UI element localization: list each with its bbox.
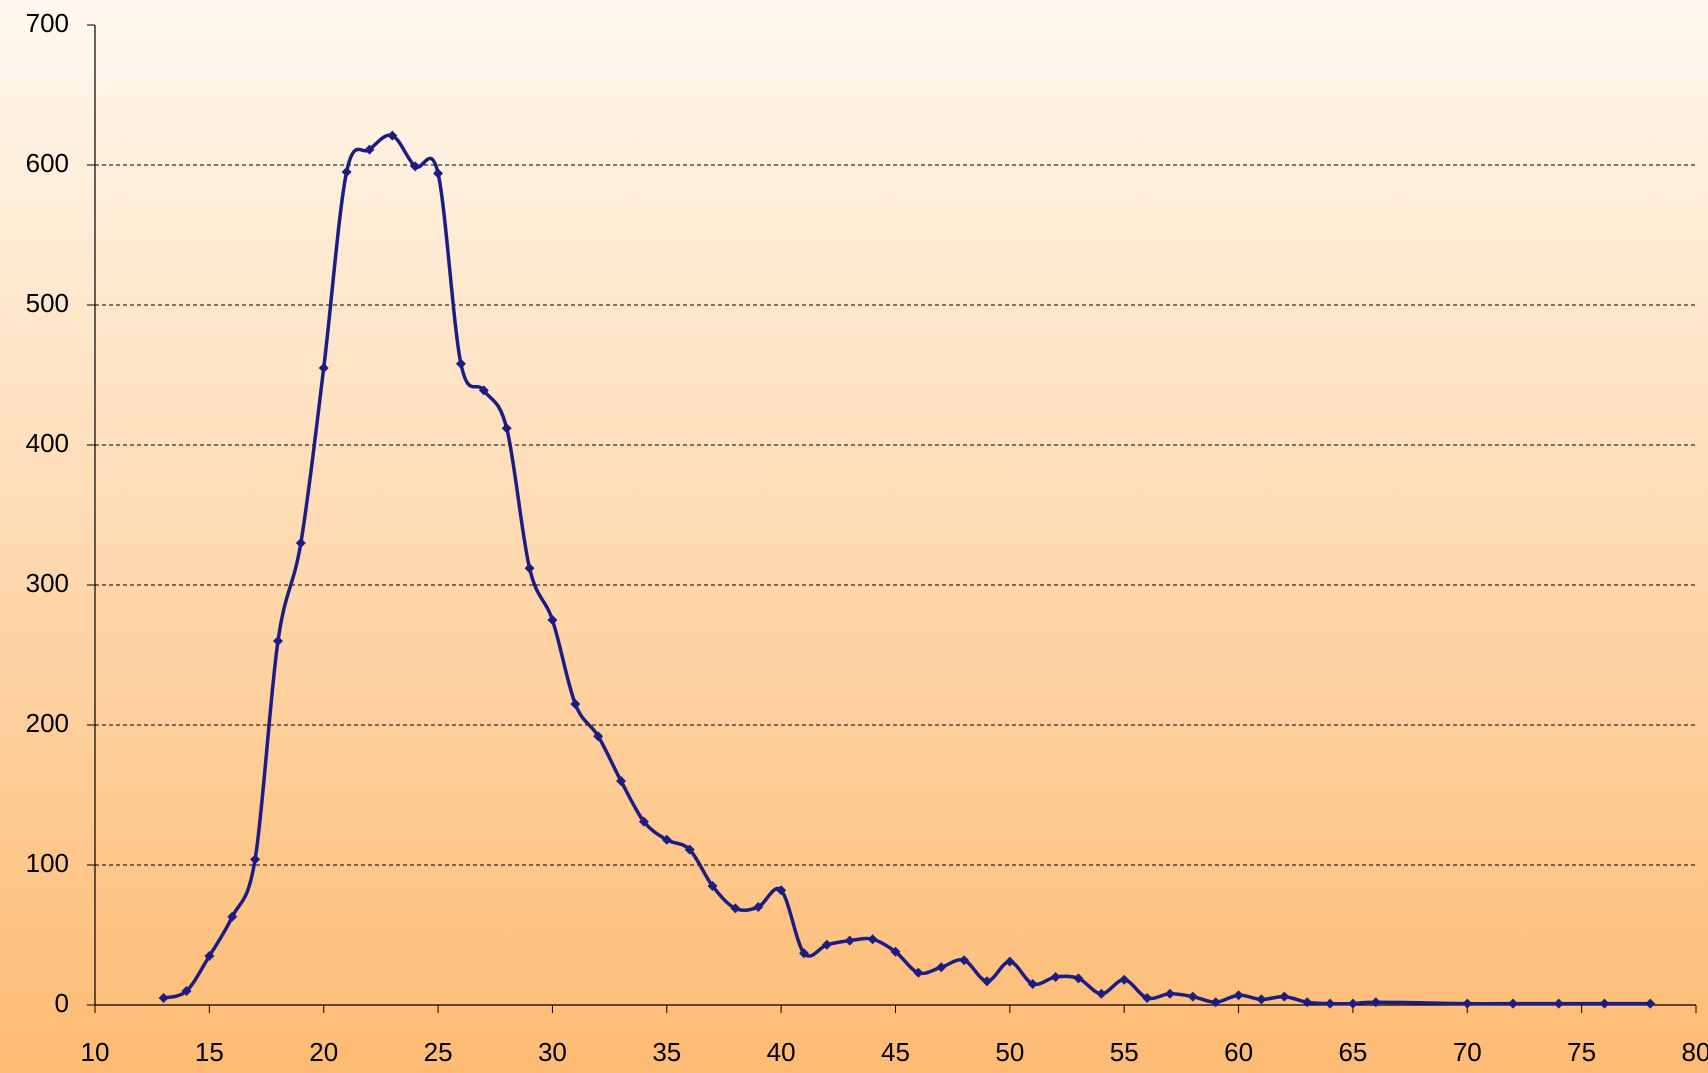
y-tick-label: 300 xyxy=(26,568,69,598)
marker xyxy=(753,902,764,912)
marker xyxy=(1347,998,1358,1009)
marker xyxy=(250,854,261,865)
marker xyxy=(341,167,352,177)
marker xyxy=(684,844,695,855)
marker xyxy=(1096,988,1107,999)
marker xyxy=(616,776,627,786)
marker xyxy=(707,881,718,891)
marker xyxy=(1073,973,1084,984)
marker xyxy=(799,948,810,959)
marker xyxy=(1645,998,1656,1009)
x-tick-label: 40 xyxy=(767,1037,796,1067)
marker xyxy=(821,939,832,950)
y-tick-label: 100 xyxy=(26,848,69,878)
x-tick-label: 15 xyxy=(195,1037,224,1067)
marker xyxy=(318,363,329,373)
marker xyxy=(501,423,512,434)
marker xyxy=(1508,998,1519,1009)
marker xyxy=(1142,993,1153,1003)
marker xyxy=(593,731,604,742)
x-tick-label: 20 xyxy=(309,1037,338,1067)
y-tick-label: 600 xyxy=(26,148,69,178)
marker xyxy=(1210,997,1221,1008)
y-tick-label: 400 xyxy=(26,428,69,458)
y-tick-label: 700 xyxy=(26,8,69,38)
marker xyxy=(1370,997,1381,1008)
marker xyxy=(227,911,238,922)
marker xyxy=(387,130,398,141)
marker xyxy=(776,885,787,896)
marker xyxy=(1004,956,1015,967)
marker xyxy=(1302,997,1313,1008)
marker xyxy=(1027,979,1038,989)
x-tick-label: 50 xyxy=(995,1037,1024,1067)
x-tick-label: 70 xyxy=(1453,1037,1482,1067)
marker xyxy=(1187,991,1198,1002)
marker xyxy=(1279,991,1290,1002)
marker xyxy=(524,563,535,574)
marker xyxy=(913,967,924,978)
marker xyxy=(364,144,375,155)
x-tick-label: 65 xyxy=(1338,1037,1367,1067)
x-tick-label: 35 xyxy=(652,1037,681,1067)
marker xyxy=(1119,974,1130,985)
marker xyxy=(1325,998,1336,1009)
marker xyxy=(1050,972,1061,982)
marker xyxy=(478,385,489,396)
y-tick-label: 0 xyxy=(55,988,69,1018)
marker xyxy=(410,161,421,172)
marker xyxy=(204,951,215,961)
marker xyxy=(959,955,970,966)
marker xyxy=(730,903,741,914)
x-tick-label: 80 xyxy=(1682,1037,1708,1067)
x-tick-label: 60 xyxy=(1224,1037,1253,1067)
x-tick-label: 75 xyxy=(1567,1037,1596,1067)
marker xyxy=(1553,998,1564,1009)
marker xyxy=(547,615,558,625)
marker xyxy=(295,538,306,548)
y-tick-label: 200 xyxy=(26,708,69,738)
marker xyxy=(661,834,672,845)
marker xyxy=(272,636,283,646)
marker xyxy=(1233,990,1244,1001)
marker xyxy=(1164,988,1175,999)
marker xyxy=(844,935,855,946)
y-tick-label: 500 xyxy=(26,288,69,318)
marker xyxy=(1599,998,1610,1009)
marker xyxy=(936,962,947,973)
marker xyxy=(890,946,901,957)
marker xyxy=(181,986,192,996)
marker xyxy=(867,934,878,945)
x-tick-label: 10 xyxy=(81,1037,110,1067)
marker xyxy=(433,168,444,179)
x-tick-label: 30 xyxy=(538,1037,567,1067)
marker xyxy=(1256,994,1267,1005)
marker xyxy=(455,358,466,369)
x-tick-label: 25 xyxy=(424,1037,453,1067)
marker xyxy=(638,816,649,827)
marker xyxy=(570,699,581,709)
x-tick-label: 45 xyxy=(881,1037,910,1067)
marker xyxy=(981,976,992,987)
x-tick-label: 55 xyxy=(1110,1037,1139,1067)
marker xyxy=(1462,998,1473,1009)
marker xyxy=(158,993,169,1003)
